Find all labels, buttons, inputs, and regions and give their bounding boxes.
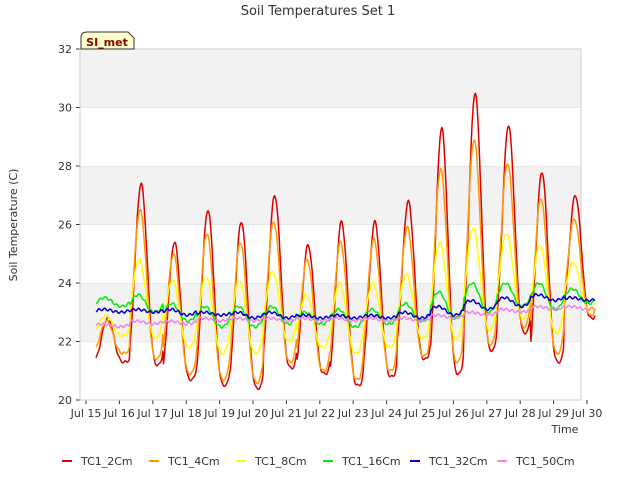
x-axis-label: Time xyxy=(551,423,579,436)
legend-label: TC1_4Cm xyxy=(167,455,220,468)
x-axis-ticks: Jul 15 Jul 16 Jul 17 Jul 18 Jul 19 Jul 20 Jul … xyxy=(70,400,603,420)
x-tick-label: Jul 29 xyxy=(537,407,569,420)
x-tick-label: Jul 15 xyxy=(70,407,102,420)
grid-band xyxy=(80,107,581,166)
x-tick-label: Jul 28 xyxy=(504,407,536,420)
badge-shape xyxy=(80,31,135,50)
x-tick-label: Jul 25 xyxy=(404,407,436,420)
series-line-TC1_32Cm xyxy=(95,293,596,320)
y-axis-label: Soil Temperature (C) xyxy=(7,169,20,282)
legend-label: TC1_32Cm xyxy=(428,455,488,468)
chart-title: Soil Temperatures Set 1 xyxy=(241,4,396,19)
legend-label: TC1_2Cm xyxy=(80,455,133,468)
y-axis-ticks: 20 22 24 26 28 30 32 xyxy=(58,43,80,407)
y-tick-label: 22 xyxy=(58,336,72,349)
y-tick-label: 32 xyxy=(58,43,72,56)
legend-label: TC1_50Cm xyxy=(515,455,575,468)
y-tick-label: 24 xyxy=(58,277,72,290)
x-tick-label: Jul 17 xyxy=(136,407,168,420)
x-tick-label: Jul 18 xyxy=(170,407,202,420)
series-line-TC1_8Cm xyxy=(95,227,596,356)
x-tick-label: Jul 26 xyxy=(437,407,469,420)
x-tick-label: Jul 24 xyxy=(370,407,402,420)
y-tick-label: 28 xyxy=(58,160,72,173)
x-tick-label: Jul 30 xyxy=(571,407,603,420)
series-line-TC1_4Cm xyxy=(95,139,596,385)
grid-bands xyxy=(80,48,581,400)
y-tick-label: 26 xyxy=(58,219,72,232)
x-tick-label: Jul 19 xyxy=(203,407,235,420)
x-tick-label: Jul 16 xyxy=(103,407,135,420)
station-badge: SI_met xyxy=(80,31,135,50)
y-tick-label: 30 xyxy=(58,102,72,115)
badge-label: SI_met xyxy=(86,36,128,49)
series-line-TC1_2Cm xyxy=(95,92,596,391)
plot-area xyxy=(79,48,582,401)
x-tick-label: Jul 22 xyxy=(303,407,335,420)
legend: TC1_2Cm TC1_4Cm TC1_8Cm TC1_16Cm TC1_32Cm TC1… xyxy=(62,455,575,468)
series-lines xyxy=(95,92,596,391)
x-tick-label: Jul 20 xyxy=(237,407,269,420)
legend-label: TC1_8Cm xyxy=(254,455,307,468)
y-tick-label: 20 xyxy=(58,394,72,407)
grid-band xyxy=(80,166,581,225)
x-tick-label: Jul 23 xyxy=(337,407,369,420)
x-tick-label: Jul 21 xyxy=(270,407,302,420)
grid-band xyxy=(80,49,581,108)
x-tick-label: Jul 27 xyxy=(470,407,502,420)
legend-label: TC1_16Cm xyxy=(341,455,401,468)
series-line-TC1_50Cm xyxy=(95,304,596,329)
grid-band xyxy=(80,224,581,283)
